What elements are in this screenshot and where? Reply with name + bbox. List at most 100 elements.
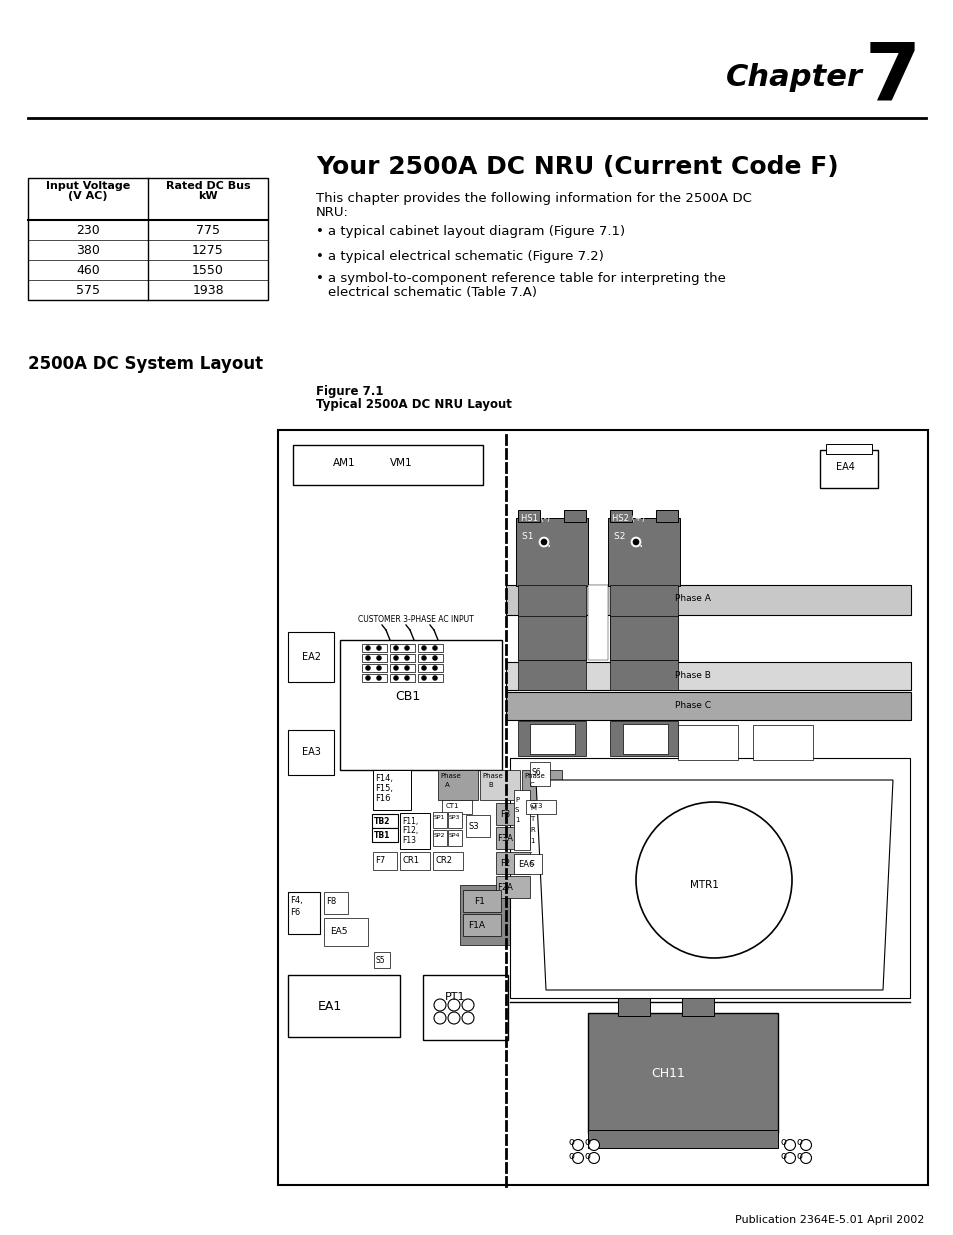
Circle shape (404, 656, 409, 661)
Text: S5: S5 (375, 956, 385, 965)
Bar (374, 952, 390, 968)
Text: 1938: 1938 (192, 284, 224, 296)
Text: C: C (530, 782, 535, 788)
Text: Phase: Phase (439, 773, 460, 779)
Text: F15,: F15, (375, 784, 393, 793)
Text: S1: S1 (521, 532, 536, 541)
Text: VM1: VM1 (390, 458, 413, 468)
Text: o: o (780, 1151, 785, 1161)
Text: F2A: F2A (497, 883, 513, 892)
Text: F8: F8 (326, 897, 335, 906)
Bar (417, 643, 442, 652)
Text: F7: F7 (375, 856, 385, 864)
Bar (448, 830, 461, 846)
Text: 2500A DC System Layout: 2500A DC System Layout (28, 354, 263, 373)
Bar (372, 814, 397, 827)
Text: Publication 2364E-5.01 April 2002: Publication 2364E-5.01 April 2002 (734, 1215, 923, 1225)
Bar (517, 616, 585, 659)
Text: M: M (530, 805, 536, 811)
Text: EA1: EA1 (317, 1000, 342, 1013)
Circle shape (365, 666, 370, 671)
Text: F14,: F14, (375, 774, 393, 783)
Text: CT1: CT1 (446, 803, 459, 809)
Bar (390, 655, 415, 662)
Bar (361, 643, 387, 652)
Circle shape (393, 656, 398, 661)
Text: SP1: SP1 (434, 815, 445, 820)
Bar (465, 815, 490, 837)
Bar (517, 721, 585, 756)
Circle shape (421, 676, 426, 680)
Text: F3A: F3A (497, 834, 513, 844)
Circle shape (376, 656, 381, 661)
Bar (609, 585, 678, 659)
Bar (514, 853, 541, 874)
Text: 1: 1 (530, 839, 534, 844)
Text: EA4: EA4 (835, 462, 854, 472)
Bar (618, 998, 649, 1016)
Circle shape (432, 666, 437, 671)
Text: 775: 775 (195, 224, 220, 237)
Text: o: o (795, 1151, 801, 1161)
Bar (441, 800, 472, 814)
Circle shape (572, 1152, 583, 1163)
Bar (825, 445, 871, 454)
Text: F13: F13 (401, 836, 416, 845)
Text: F4,: F4, (290, 897, 302, 905)
Bar (496, 852, 530, 874)
Bar (361, 664, 387, 672)
Bar (505, 692, 910, 720)
Text: PT1: PT1 (444, 992, 465, 1002)
Circle shape (365, 646, 370, 651)
Text: F12,: F12, (401, 826, 417, 835)
Text: EA5: EA5 (330, 927, 347, 936)
Bar (609, 659, 678, 690)
Text: 1275: 1275 (192, 245, 224, 257)
Bar (417, 655, 442, 662)
Text: CH11: CH11 (650, 1067, 684, 1079)
Bar (521, 769, 561, 800)
Bar (656, 510, 678, 522)
Circle shape (800, 1140, 811, 1151)
Bar (752, 725, 812, 760)
Text: CR2: CR2 (436, 856, 453, 864)
Text: F1: F1 (474, 897, 484, 906)
Bar (324, 918, 368, 946)
Circle shape (421, 646, 426, 651)
Bar (399, 852, 430, 869)
Text: Phase B: Phase B (675, 671, 710, 680)
Bar (517, 585, 585, 659)
Circle shape (540, 538, 546, 545)
Text: 575: 575 (76, 284, 100, 296)
Text: •: • (315, 225, 323, 238)
Text: EA3: EA3 (302, 747, 320, 757)
Text: CT3: CT3 (530, 803, 543, 809)
Text: SP4: SP4 (449, 832, 460, 839)
Bar (510, 758, 909, 998)
Circle shape (404, 666, 409, 671)
Bar (609, 721, 678, 756)
Circle shape (434, 1011, 446, 1024)
Text: 230: 230 (76, 224, 100, 237)
Text: a symbol-to-component reference table for interpreting the: a symbol-to-component reference table fo… (328, 272, 725, 285)
Text: NRU:: NRU: (315, 206, 349, 219)
Circle shape (461, 1011, 474, 1024)
Text: 460: 460 (76, 264, 100, 277)
Text: CR1: CR1 (402, 856, 419, 864)
Bar (288, 892, 319, 934)
Text: MTR1: MTR1 (689, 881, 718, 890)
Bar (448, 811, 461, 827)
Bar (373, 852, 396, 869)
Text: •: • (315, 272, 323, 285)
Text: P: P (515, 797, 518, 803)
Bar (479, 769, 519, 800)
Bar (390, 674, 415, 682)
Text: o: o (583, 1151, 589, 1161)
Text: .: . (546, 536, 551, 550)
Bar (563, 510, 585, 522)
Bar (422, 974, 507, 1040)
Circle shape (393, 666, 398, 671)
Bar (530, 724, 575, 755)
Circle shape (432, 656, 437, 661)
Bar (609, 616, 678, 659)
